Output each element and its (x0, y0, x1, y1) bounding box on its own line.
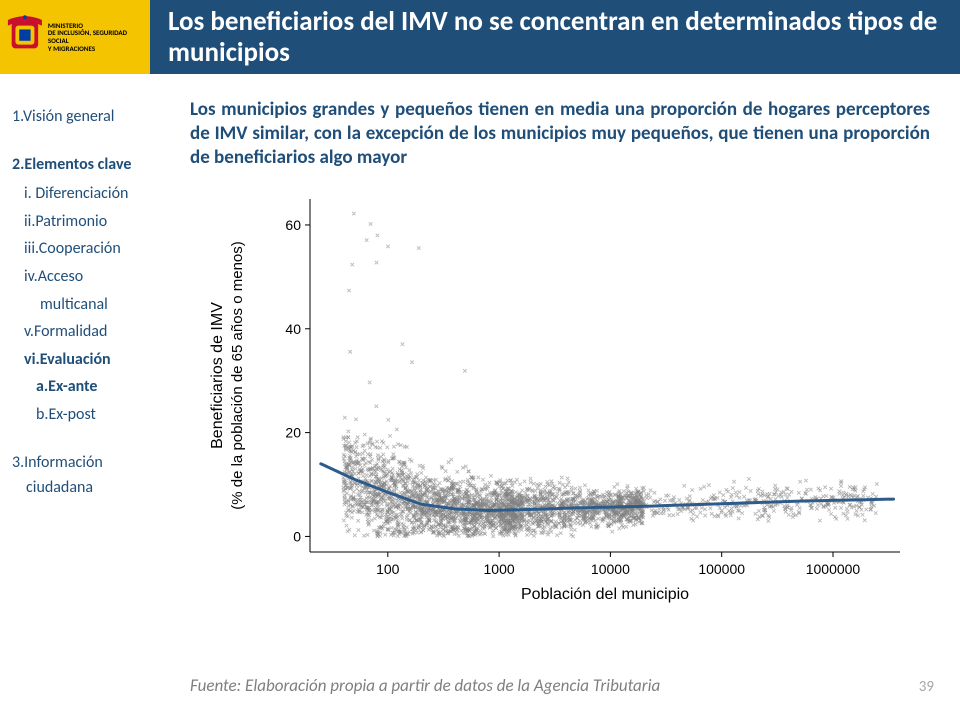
svg-text:10000: 10000 (591, 561, 630, 577)
nav-item-elementos: 2.Elementos clave (12, 154, 174, 176)
nav-sub-cooperacion: iii.Cooperación (12, 238, 174, 260)
nav-sub-acceso-b: multicanal (12, 294, 174, 316)
svg-text:100: 100 (376, 561, 400, 577)
logo-block: MINISTERIO DE INCLUSIÓN, SEGURIDAD SOCIA… (0, 0, 150, 74)
page-title-text: Los beneficiarios del IMV no se concentr… (168, 6, 942, 68)
svg-text:1000000: 1000000 (806, 561, 861, 577)
svg-text:(% de la población de 65 años: (% de la población de 65 años o menos) (229, 241, 246, 510)
nav-sub-exante: a.Ex-ante (12, 376, 174, 398)
nav-sub-evaluacion: vi.Evaluación (12, 349, 174, 371)
nav-sub-diferenciacion: i. Diferenciación (12, 183, 174, 205)
ministry-line2: DE INCLUSIÓN, SEGURIDAD SOCIAL (48, 29, 144, 44)
nav-sub-patrimonio: ii.Patrimonio (12, 211, 174, 233)
svg-text:60: 60 (285, 217, 301, 233)
crest-icon (6, 13, 44, 61)
svg-text:Población del municipio: Población del municipio (521, 586, 689, 603)
svg-text:100000: 100000 (698, 561, 745, 577)
source-footer: Fuente: Elaboración propia a partir de d… (190, 675, 660, 696)
nav-sub-acceso-a: iv.Acceso (12, 266, 174, 288)
nav-item-info-b: ciudadana (12, 477, 174, 499)
ministry-label: MINISTERIO DE INCLUSIÓN, SEGURIDAD SOCIA… (48, 22, 144, 53)
nav-item-vision: 1.Visión general (12, 106, 174, 128)
subtitle: Los municipios grandes y pequeños tienen… (190, 98, 930, 169)
sidebar: 1.Visión general 2.Elementos clave i. Di… (0, 98, 180, 607)
svg-text:1000: 1000 (484, 561, 515, 577)
header: MINISTERIO DE INCLUSIÓN, SEGURIDAD SOCIA… (0, 0, 960, 74)
scatter-chart: 0 20 40 60 100 1000 10000 100000 1000000 Població… (200, 187, 920, 607)
ministry-line3: Y MIGRACIONES (48, 45, 144, 53)
page-title: Los beneficiarios del IMV no se concentr… (150, 0, 960, 74)
main-content: Los municipios grandes y pequeños tienen… (180, 98, 960, 607)
nav-sub-formalidad: v.Formalidad (12, 321, 174, 343)
nav-item-info-a: 3.Información (12, 452, 174, 474)
svg-text:Beneficiarios de IMV: Beneficiarios de IMV (209, 302, 226, 449)
svg-text:0: 0 (293, 529, 301, 545)
nav-sub-expost: b.Ex-post (12, 404, 174, 426)
page-number: 39 (919, 678, 934, 696)
svg-text:20: 20 (285, 425, 301, 441)
svg-text:40: 40 (285, 321, 301, 337)
